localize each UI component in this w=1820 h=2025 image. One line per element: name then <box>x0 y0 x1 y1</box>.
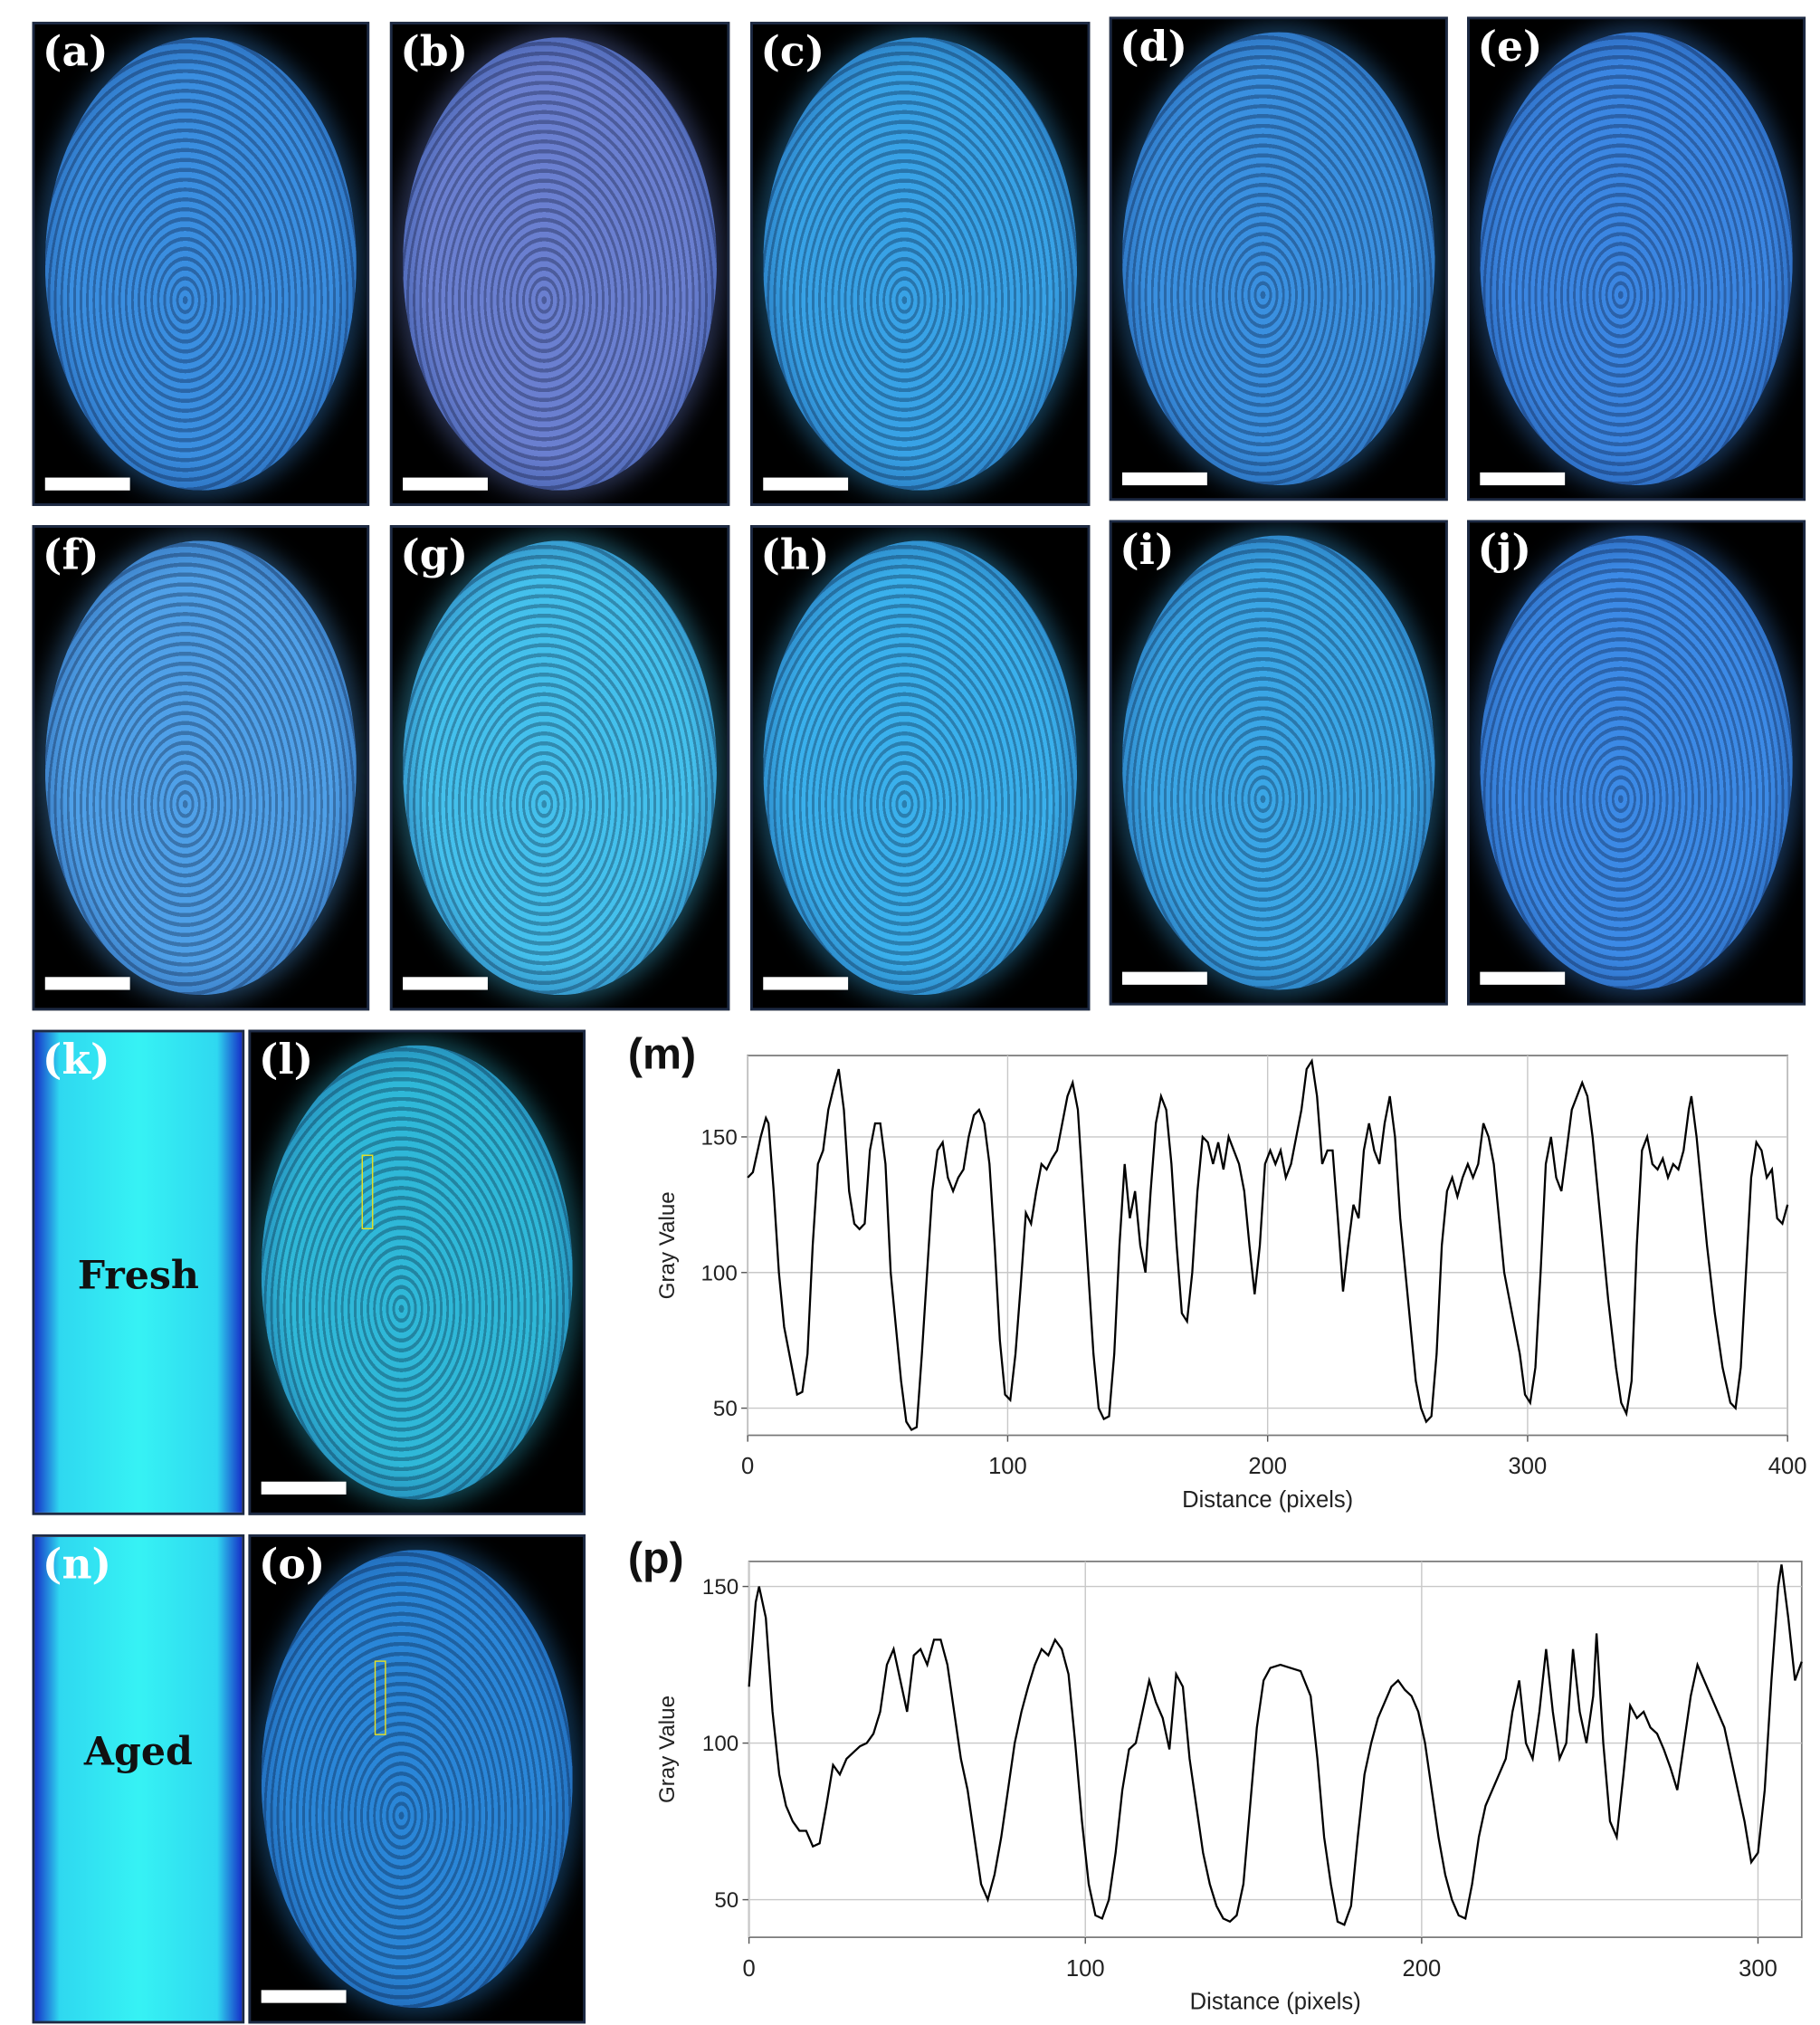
fingerprint-photo: (j) <box>1467 520 1806 1006</box>
fingerprint <box>1480 32 1793 486</box>
scale-bar <box>403 977 488 990</box>
vial-label: Fresh <box>77 1254 199 1299</box>
scale-bar <box>1121 971 1207 985</box>
fingerprint-photo: (g) <box>389 525 730 1011</box>
scale-bar <box>44 477 130 491</box>
fingerprint <box>44 37 357 491</box>
vial-photo: Fresh (k) <box>32 1029 245 1515</box>
y-tick-label: 50 <box>713 1397 738 1421</box>
fingerprint <box>1121 535 1435 990</box>
x-tick-label: 0 <box>741 1454 754 1479</box>
x-axis-label: Distance (pixels) <box>1190 1990 1361 2015</box>
scale-bar <box>763 977 849 990</box>
y-axis-label: Gray Value <box>655 1191 680 1299</box>
panel-label: (b) <box>400 26 469 76</box>
y-axis-label: Gray Value <box>655 1695 680 1803</box>
y-tick-label: 50 <box>714 1888 738 1913</box>
panel-label: (j) <box>1477 525 1531 575</box>
panel-label: (e) <box>1477 22 1543 72</box>
fingerprint <box>1480 535 1793 990</box>
line-chart: 50 100 150 0 100 200 300 (p) Distance (pixels) Gr… <box>628 1534 1803 2015</box>
x-tick-label: 300 <box>1739 1956 1777 1982</box>
fingerprint-photo: (f) <box>32 525 370 1011</box>
fingerprint-photo: (b) <box>389 22 730 506</box>
y-tick-label: 150 <box>700 1125 737 1150</box>
y-tick-label: 100 <box>702 1732 738 1756</box>
fingerprint-photo: (e) <box>1467 16 1806 501</box>
panel-label: (c) <box>760 26 825 76</box>
y-tick-label: 150 <box>702 1575 738 1600</box>
fingerprint <box>261 1550 573 2009</box>
panel-label: (h) <box>760 530 830 579</box>
fingerprint <box>1121 32 1435 486</box>
fingerprint-photo: (c) <box>750 22 1091 506</box>
panel-label: (o) <box>258 1539 326 1589</box>
x-tick-label: 300 <box>1509 1454 1548 1479</box>
roi-box <box>374 1660 386 1735</box>
y-tick-label: 100 <box>700 1261 737 1285</box>
x-axis-label: Distance (pixels) <box>1182 1487 1353 1513</box>
roi-box <box>361 1154 374 1230</box>
scale-bar <box>1480 472 1566 486</box>
scale-bar <box>44 977 130 990</box>
x-tick-label: 400 <box>1768 1454 1807 1479</box>
panel-label: (i) <box>1120 525 1175 575</box>
panel-label: (n) <box>42 1539 112 1589</box>
x-tick-label: 100 <box>988 1454 1027 1479</box>
scale-bar <box>1480 971 1566 985</box>
fingerprint <box>403 540 718 996</box>
panel-label: (a) <box>42 26 109 76</box>
x-tick-label: 100 <box>1066 1956 1105 1982</box>
line-chart: 50 100 150 0 100 200 300 400 (m) Distance (pixels… <box>628 1029 1807 1513</box>
panel-label: (d) <box>1120 22 1188 72</box>
data-line <box>747 1057 1789 1432</box>
fingerprint <box>261 1045 573 1500</box>
vial-photo: Aged (n) <box>32 1534 245 2024</box>
fingerprint-photo: (i) <box>1109 520 1448 1006</box>
plot-frame <box>748 1561 1803 1938</box>
panel-label: (g) <box>400 530 469 579</box>
fingerprint-photo: (d) <box>1109 16 1448 501</box>
fingerprint <box>403 37 718 491</box>
fingerprint-photo: (l) <box>248 1029 586 1515</box>
scale-bar <box>403 477 488 491</box>
chart-title: (p) <box>628 1534 684 1583</box>
vial-label: Aged <box>83 1730 193 1775</box>
fingerprint <box>763 37 1078 491</box>
fingerprint <box>763 540 1078 996</box>
fingerprint-photo: (h) <box>750 525 1091 1011</box>
panel-label: (k) <box>42 1035 110 1084</box>
chart-title: (m) <box>628 1029 696 1078</box>
scale-bar <box>261 1481 347 1495</box>
x-tick-label: 0 <box>742 1956 755 1982</box>
fingerprint-photo: (o) <box>248 1534 586 2024</box>
fingerprint <box>44 540 357 996</box>
scale-bar <box>261 1990 347 2003</box>
panel-label: (l) <box>258 1035 314 1084</box>
scale-bar <box>763 477 849 491</box>
fingerprint-photo: (a) <box>32 22 370 506</box>
x-tick-label: 200 <box>1248 1454 1287 1479</box>
scale-bar <box>1121 472 1207 486</box>
data-line <box>748 1564 1803 1926</box>
x-tick-label: 200 <box>1403 1956 1442 1982</box>
panel-label: (f) <box>42 530 100 579</box>
